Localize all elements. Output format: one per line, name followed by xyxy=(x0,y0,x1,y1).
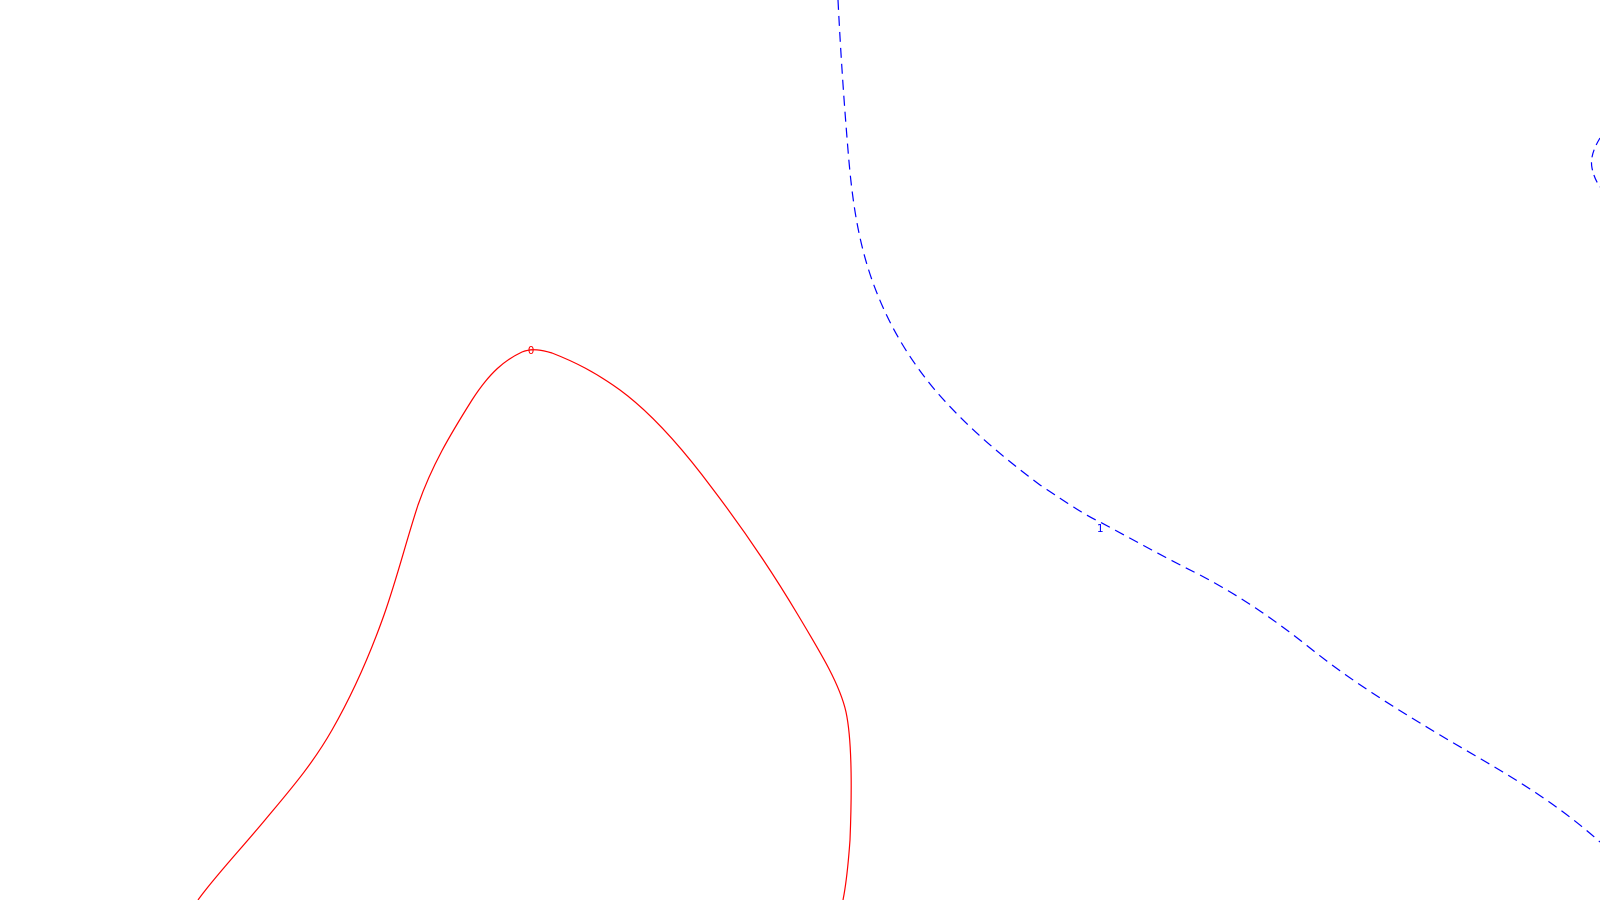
contour-line-1 xyxy=(837,0,1600,843)
contour-label-0: 0 xyxy=(528,344,535,357)
contour-line-0 xyxy=(197,349,852,900)
contour-group-2 xyxy=(1590,137,1600,188)
contour-group-0: 0 xyxy=(197,344,852,900)
contour-group-1: 1 xyxy=(837,0,1600,843)
contour-line-2 xyxy=(1590,137,1600,188)
contour-label-1: 1 xyxy=(1097,522,1104,535)
